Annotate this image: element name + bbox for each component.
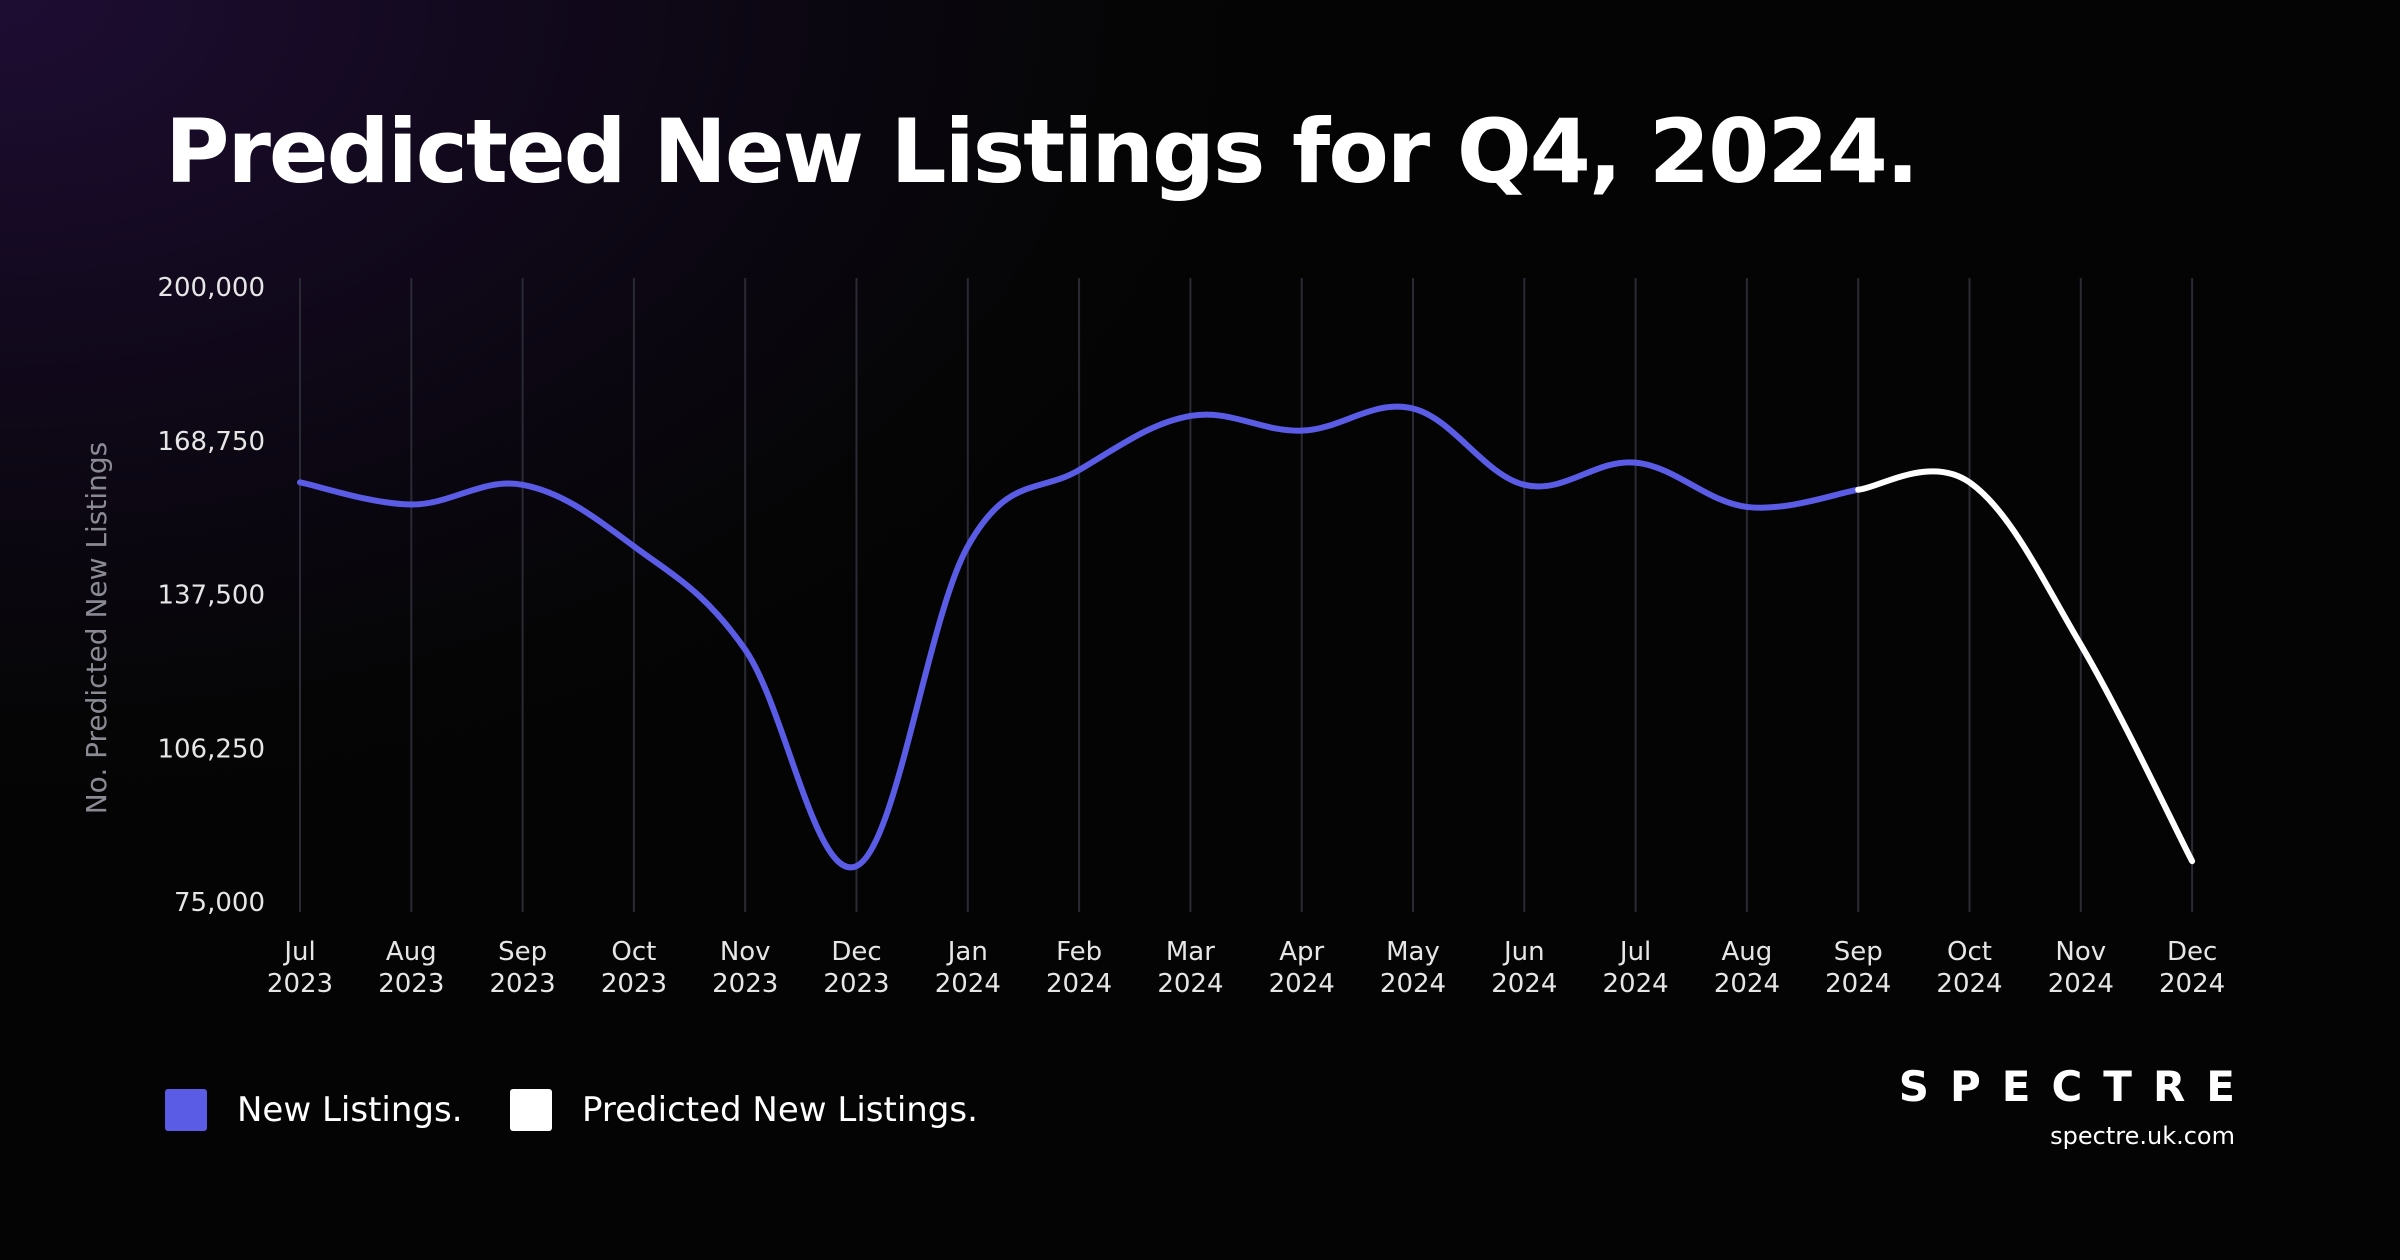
spectre-logo: SPECTRE	[1898, 1062, 2256, 1111]
x-tick-month: Dec	[2167, 937, 2217, 967]
legend-swatch-predicted-new-listings	[510, 1089, 552, 1131]
y-axis-label: No. Predicted New Listings	[80, 442, 113, 815]
x-tick-month: Apr	[1279, 937, 1324, 967]
x-tick-year: 2024	[1380, 969, 1446, 999]
x-tick-year: 2024	[935, 969, 1001, 999]
series-line-predicted-new-listings	[1855, 468, 2196, 865]
x-tick-month: Feb	[1056, 937, 1102, 967]
y-tick-label: 137,500	[157, 581, 265, 611]
x-tick-month: Oct	[611, 937, 656, 967]
x-tick-year: 2023	[378, 969, 444, 999]
y-tick-label: 75,000	[174, 888, 265, 918]
x-tick-month: Nov	[720, 937, 771, 967]
legend-swatch-new-listings	[165, 1089, 207, 1131]
x-tick-year: 2023	[490, 969, 556, 999]
x-tick-year: 2023	[601, 969, 667, 999]
x-tick-month: Nov	[2055, 937, 2106, 967]
chart-title: Predicted New Listings for Q4, 2024.	[165, 100, 1919, 203]
x-axis-ticks: Jul2023Aug2023Sep2023Oct2023Nov2023Dec20…	[267, 937, 2225, 999]
x-tick-month: Mar	[1166, 937, 1215, 967]
legend-item-predicted-new-listings: Predicted New Listings.	[510, 1088, 978, 1132]
x-tick-year: 2024	[1603, 969, 1669, 999]
y-tick-label: 200,000	[157, 273, 265, 303]
legend-label-predicted-new-listings: Predicted New Listings.	[582, 1090, 978, 1130]
x-tick-month: Dec	[831, 937, 881, 967]
x-tick-year: 2024	[1714, 969, 1780, 999]
x-tick-month: Oct	[1947, 937, 1992, 967]
series-line-new-listings	[297, 403, 1862, 871]
brand-url: spectre.uk.com	[2050, 1122, 2235, 1150]
x-tick-month: May	[1386, 937, 1440, 967]
x-tick-year: 2023	[712, 969, 778, 999]
y-tick-label: 106,250	[157, 734, 265, 764]
x-tick-year: 2023	[267, 969, 333, 999]
x-tick-month: Sep	[1834, 937, 1883, 967]
x-tick-year: 2024	[2159, 969, 2225, 999]
x-tick-month: Aug	[1722, 937, 1773, 967]
legend-item-new-listings: New Listings.	[165, 1088, 463, 1132]
x-tick-year: 2024	[1491, 969, 1557, 999]
x-tick-month: Jul	[1618, 937, 1651, 967]
x-tick-month: Sep	[498, 937, 547, 967]
x-tick-month: Jul	[282, 937, 315, 967]
x-tick-month: Jan	[946, 937, 988, 967]
x-tick-month: Aug	[386, 937, 437, 967]
x-tick-year: 2023	[823, 969, 889, 999]
gridlines	[299, 278, 2194, 912]
series-lines	[297, 403, 2196, 871]
x-tick-year: 2024	[1046, 969, 1112, 999]
x-tick-year: 2024	[1269, 969, 1335, 999]
x-tick-year: 2024	[2048, 969, 2114, 999]
x-tick-year: 2024	[1157, 969, 1223, 999]
x-tick-year: 2024	[1825, 969, 1891, 999]
y-axis-ticks: 200,000 168,750 137,500 106,250 75,000	[157, 273, 265, 918]
y-tick-label: 168,750	[157, 427, 265, 457]
x-tick-year: 2024	[1936, 969, 2002, 999]
legend-label-new-listings: New Listings.	[237, 1090, 463, 1130]
x-tick-month: Jun	[1502, 937, 1545, 967]
